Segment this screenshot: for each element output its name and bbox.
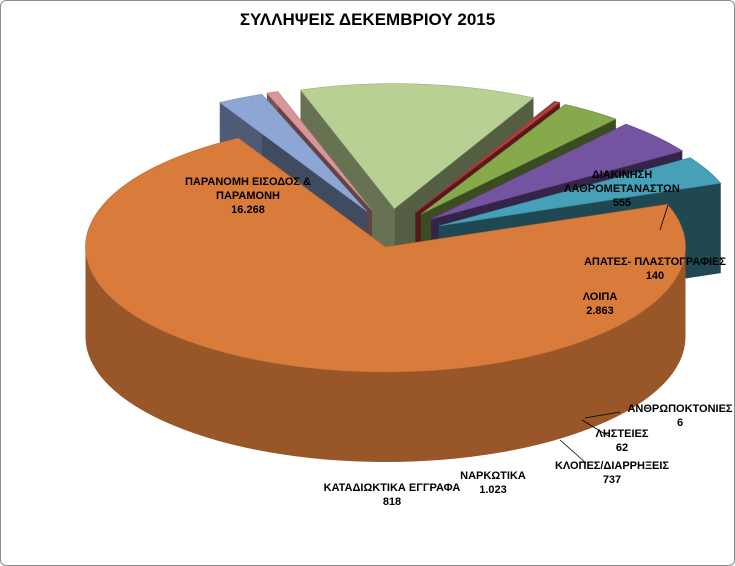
pie-slices — [85, 83, 722, 463]
slice-label-ανθρωποκτονιες: ΑΝΘΡΩΠΟΚΤΟΝΙΕΣ 6 — [584, 403, 733, 429]
slice-category-label: ΑΠΑΤΕΣ- ΠΛΑΣΤΟΓΡΑΦΙΕΣ — [584, 256, 726, 268]
leader-line — [659, 204, 669, 231]
slice-top — [420, 104, 617, 215]
slice-category-label: ΛΗΣΤΕΙΕΣ — [596, 428, 649, 440]
slice-label-ναρκωτικα: ΝΑΡΚΩΤΙΚΑ 1.023 — [460, 470, 526, 496]
slice-category-label: ΚΛΟΠΕΣ/ΔΙΑΡΡΗΞΕΙΣ — [555, 460, 669, 472]
slice-label-ληστειες: ΛΗΣΤΕΙΕΣ 62 — [581, 419, 649, 454]
slice-value-label: 1.023 — [479, 484, 507, 496]
slice-value-label: 62 — [616, 442, 628, 454]
slice-category-label: ΠΑΡΑΝΟΜΗ ΕΙΣΟΔΟΣ & — [185, 176, 311, 188]
slice-top — [415, 101, 556, 213]
slice-label-παρανομη-εισοδος-παραμονη: ΠΑΡΑΝΟΜΗ ΕΙΣΟΔΟΣ & ΠΑΡΑΜΟΝΗ 16.268 — [185, 176, 311, 216]
slice-top — [266, 91, 373, 211]
leader-line — [559, 439, 587, 464]
slice-category-label: ΛΑΘΡΟΜΕΤΑΝΑΣΤΩΝ — [564, 183, 680, 195]
slice-top — [299, 83, 535, 210]
slice-value-label: 16.268 — [231, 204, 265, 216]
slice-top — [438, 157, 722, 227]
slice-category-label: ΛΟΙΠΑ — [583, 291, 618, 303]
slice-value-label: 737 — [603, 474, 621, 486]
slice-category-label: ΚΑΤΑΔΙΩΚΤΙΚΑ ΕΓΓΡΑΦΑ — [324, 482, 461, 494]
slice-category-label: ΠΑΡΑΜΟΝΗ — [216, 190, 280, 202]
slice-top — [85, 137, 686, 373]
slice-value-label: 140 — [646, 270, 664, 282]
chart-title: ΣΥΛΛΗΨΕΙΣ ΔΕΚΕΜΒΡΙΟΥ 2015 — [239, 10, 496, 29]
slice-label-κλοπες-διαρρηξεις: ΚΛΟΠΕΣ/ΔΙΑΡΡΗΞΕΙΣ 737 — [555, 439, 669, 486]
slice-category-label: ΝΑΡΚΩΤΙΚΑ — [460, 470, 526, 482]
slice-label-απατες-πλαστογραφιες: ΑΠΑΤΕΣ- ΠΛΑΣΤΟΓΡΑΦΙΕΣ 140 — [584, 256, 726, 282]
slice-value-label: 6 — [677, 417, 683, 429]
slice-value-label: 555 — [613, 197, 631, 209]
pie-labels: ΠΑΡΑΝΟΜΗ ΕΙΣΟΔΟΣ & ΠΑΡΑΜΟΝΗ 16.268 ΔΙΑΚΙΝΗΣ… — [185, 169, 733, 508]
slice-category-label: ΑΝΘΡΩΠΟΚΤΟΝΙΕΣ — [627, 403, 732, 415]
slice-top — [219, 94, 368, 212]
slice-label-λοιπα: ΛΟΙΠΑ 2.863 — [583, 291, 618, 317]
slice-top — [415, 101, 561, 213]
slice-label-καταδιωκτικα-εγγραφα: ΚΑΤΑΔΙΩΚΤΙΚΑ ΕΓΓΡΑΦΑ 818 — [324, 482, 461, 508]
slice-category-label: ΔΙΑΚΙΝΗΣΗ — [592, 169, 652, 181]
leader-line — [584, 411, 621, 419]
slice-value-label: 2.863 — [586, 305, 614, 317]
slice-value-label: 818 — [383, 496, 401, 508]
pie-slice-παρανομη-εισοδος-παραμονη — [85, 137, 686, 463]
slice-top — [430, 123, 684, 220]
slice-outer-wall — [85, 247, 686, 463]
leader-line — [581, 419, 611, 438]
slice-label-διακινηση-λαθρομεταναστων: ΔΙΑΚΙΝΗΣΗ ΛΑΘΡΟΜΕΤΑΝΑΣΤΩΝ 555 — [564, 169, 680, 231]
